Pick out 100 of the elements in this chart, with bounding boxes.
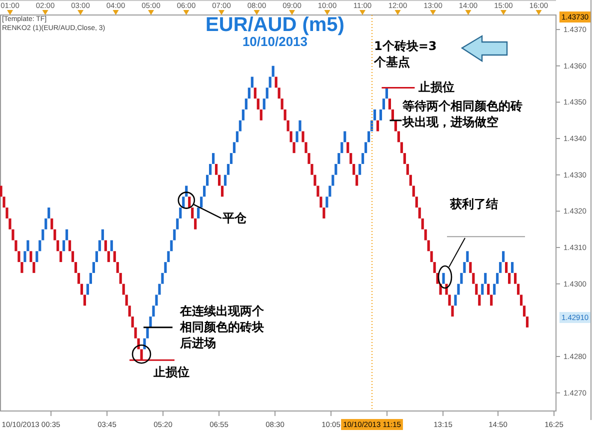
bar xyxy=(203,186,206,197)
bar xyxy=(510,262,514,273)
bar xyxy=(412,186,415,197)
bar xyxy=(430,251,433,262)
bar xyxy=(496,272,499,284)
bar xyxy=(176,218,179,230)
bar xyxy=(155,294,158,306)
bar xyxy=(415,196,418,208)
bar xyxy=(284,109,286,120)
bar xyxy=(472,272,475,284)
bar xyxy=(346,142,350,154)
bar xyxy=(188,196,191,208)
bar xyxy=(244,98,248,110)
bar xyxy=(352,164,356,175)
bar xyxy=(152,306,155,317)
bar xyxy=(424,229,427,240)
bar xyxy=(400,142,403,154)
bar xyxy=(302,131,304,142)
bar xyxy=(326,196,328,208)
bar xyxy=(125,294,128,306)
bar xyxy=(268,76,272,88)
bar xyxy=(286,120,290,132)
bar xyxy=(209,164,212,175)
bar xyxy=(101,229,104,240)
bar xyxy=(388,98,391,110)
bar xyxy=(232,142,236,154)
bar xyxy=(502,251,505,262)
bar xyxy=(6,208,8,218)
bar xyxy=(493,284,496,295)
bar xyxy=(224,174,227,186)
bar xyxy=(182,196,185,208)
bar xyxy=(74,262,78,273)
bar xyxy=(236,131,239,142)
bar xyxy=(454,294,457,306)
bar xyxy=(50,218,54,230)
bar xyxy=(60,251,62,262)
bar xyxy=(164,262,167,273)
bar xyxy=(116,262,119,273)
bar xyxy=(107,251,110,262)
annotation: 止损位 xyxy=(418,78,455,95)
bar xyxy=(364,142,368,154)
bar xyxy=(161,272,164,284)
bar xyxy=(56,240,60,252)
bar xyxy=(361,153,364,164)
bar xyxy=(463,262,466,273)
bar xyxy=(514,272,517,284)
bar xyxy=(397,131,400,142)
bar xyxy=(113,251,116,262)
bar xyxy=(280,98,284,110)
bar xyxy=(484,272,487,284)
bar xyxy=(520,294,523,306)
bar xyxy=(71,251,74,262)
bar xyxy=(314,174,316,186)
bar xyxy=(89,272,92,284)
bar xyxy=(77,272,80,284)
bar xyxy=(26,240,30,252)
bar xyxy=(48,208,50,218)
bar xyxy=(475,284,478,295)
bar xyxy=(466,251,469,262)
bar xyxy=(266,88,268,99)
bar xyxy=(226,164,230,175)
bar xyxy=(505,262,508,273)
bar xyxy=(248,88,250,99)
bar xyxy=(292,142,296,154)
bar xyxy=(278,88,280,99)
bar xyxy=(149,316,152,328)
bar xyxy=(427,240,430,252)
bar xyxy=(516,284,520,295)
bar xyxy=(218,174,221,186)
bar xyxy=(356,174,358,186)
bar xyxy=(92,262,95,273)
bar xyxy=(122,284,125,295)
bar xyxy=(170,240,173,252)
bar xyxy=(322,208,326,218)
bar xyxy=(200,196,203,208)
bar xyxy=(230,153,233,164)
bar xyxy=(394,120,397,132)
bar xyxy=(134,327,137,338)
bar xyxy=(508,272,511,284)
bar xyxy=(262,98,266,110)
bar xyxy=(220,186,224,197)
bar xyxy=(460,272,463,284)
bar xyxy=(197,208,200,218)
annotation: 平仓 xyxy=(222,210,246,226)
bar xyxy=(68,240,72,252)
bar xyxy=(272,66,274,77)
bar xyxy=(83,294,86,306)
bar xyxy=(344,131,346,142)
bar xyxy=(358,164,362,175)
annotation: 1个砖块=3个基点 xyxy=(374,38,438,70)
bar xyxy=(403,153,406,164)
bar xyxy=(242,109,244,120)
bar xyxy=(499,262,502,273)
bar xyxy=(146,327,149,338)
bar xyxy=(418,208,421,218)
bar xyxy=(238,120,242,132)
bar xyxy=(338,153,340,164)
bar xyxy=(54,229,56,240)
bar xyxy=(128,306,131,317)
annotation: 获利了结 xyxy=(450,196,498,212)
